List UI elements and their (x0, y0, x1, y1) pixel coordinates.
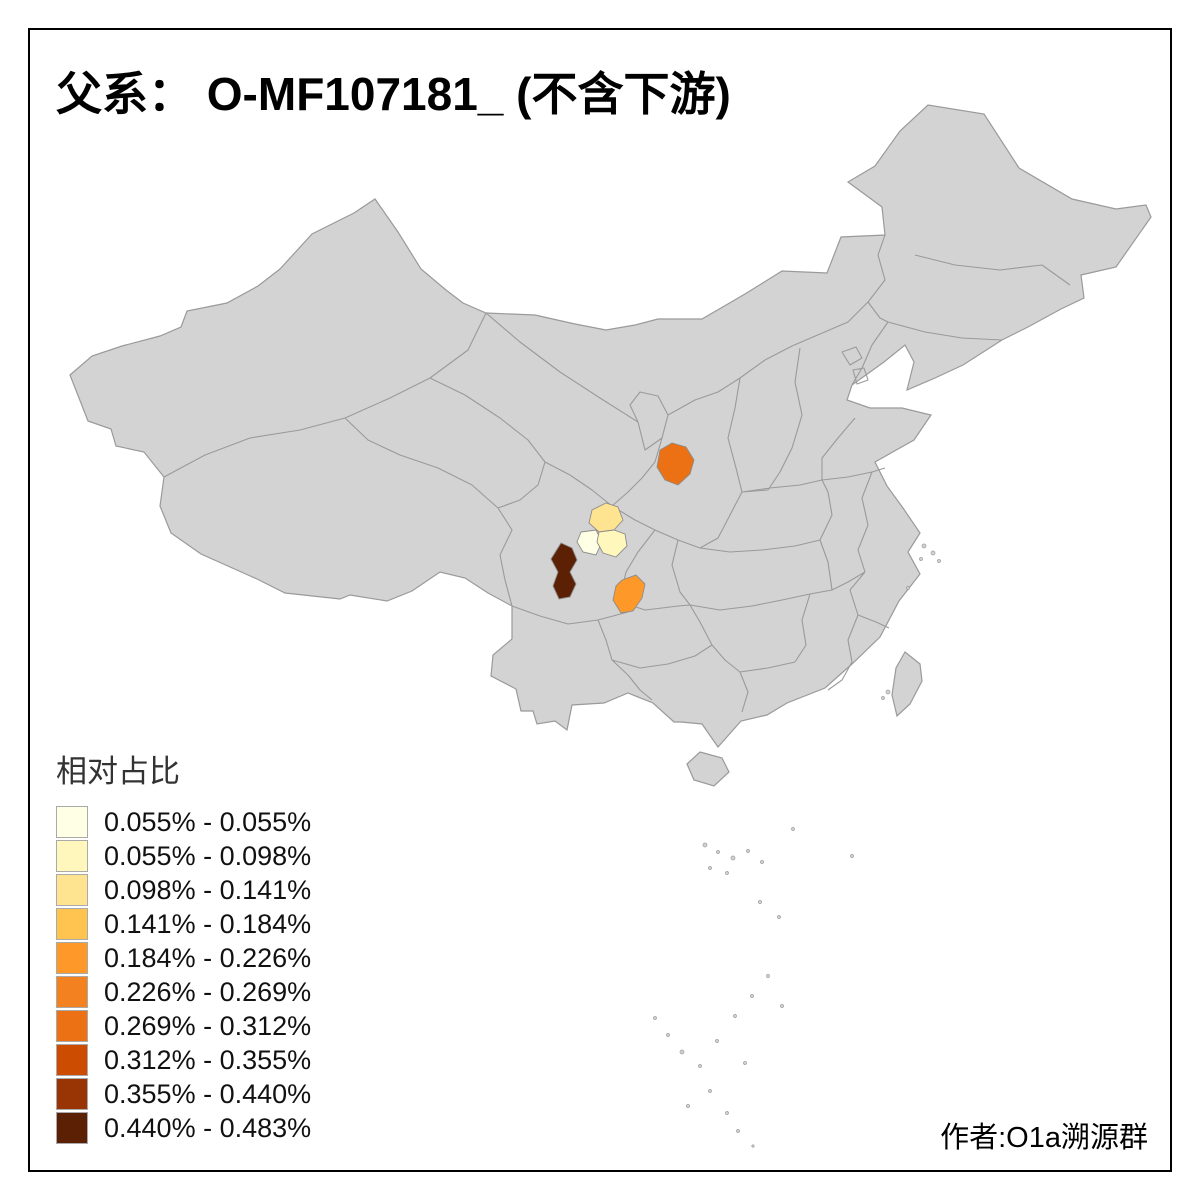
legend-row: 0.440% - 0.483% (56, 1111, 311, 1145)
author-credit: 作者:O1a溯源群 (940, 1122, 1148, 1154)
legend-swatch (56, 976, 88, 1008)
legend-class-label: 0.055% - 0.055% (104, 806, 312, 837)
legend-row: 0.226% - 0.269% (56, 975, 311, 1009)
legend-row: 0.355% - 0.440% (56, 1077, 311, 1111)
province-borders (163, 234, 1071, 713)
legend-row: 0.098% - 0.141% (56, 873, 311, 907)
legend-class-label: 0.226% - 0.269% (104, 976, 312, 1007)
legend-class-label: 0.355% - 0.440% (104, 1078, 312, 1109)
legend-title: 相对占比 (56, 754, 180, 789)
highlighted-regions (550, 442, 695, 614)
region-north-sichuan-a (588, 502, 624, 533)
region-south-gansu (656, 442, 695, 486)
legend-row: 0.055% - 0.055% (56, 805, 311, 839)
legend-class-label: 0.055% - 0.098% (104, 840, 312, 871)
legend-swatch (56, 806, 88, 838)
legend: 相对占比 0.055% - 0.055% 0.055% - 0.098% 0.0… (56, 746, 311, 1145)
legend-class-label: 0.269% - 0.312% (104, 1010, 312, 1041)
mainland-outline (69, 104, 1152, 748)
region-north-sichuan-c (596, 529, 628, 558)
region-north-sichuan-b (576, 529, 603, 556)
legend-class-label: 0.312% - 0.355% (104, 1044, 312, 1075)
legend-swatch (56, 1078, 88, 1110)
legend-swatch (56, 908, 88, 940)
legend-row: 0.141% - 0.184% (56, 907, 311, 941)
taiwan-island (891, 651, 923, 718)
region-west-sichuan (550, 542, 578, 600)
legend-swatch (56, 1010, 88, 1042)
legend-row: 0.184% - 0.226% (56, 941, 311, 975)
legend-swatch (56, 840, 88, 872)
hainan-island (686, 751, 730, 787)
legend-class-label: 0.440% - 0.483% (104, 1112, 312, 1143)
legend-row: 0.269% - 0.312% (56, 1009, 311, 1043)
region-chongqing (612, 574, 646, 614)
legend-class-label: 0.098% - 0.141% (104, 874, 312, 905)
legend-swatch (56, 942, 88, 974)
legend-swatch (56, 1112, 88, 1144)
legend-row: 0.055% - 0.098% (56, 839, 311, 873)
sea-islands (653, 543, 941, 1148)
legend-swatch (56, 1044, 88, 1076)
map-title: 父系： O-MF107181_ (不含下游) (56, 68, 731, 120)
legend-class-label: 0.184% - 0.226% (104, 942, 312, 973)
legend-class-label: 0.141% - 0.184% (104, 908, 312, 939)
legend-row: 0.312% - 0.355% (56, 1043, 311, 1077)
legend-swatch (56, 874, 88, 906)
